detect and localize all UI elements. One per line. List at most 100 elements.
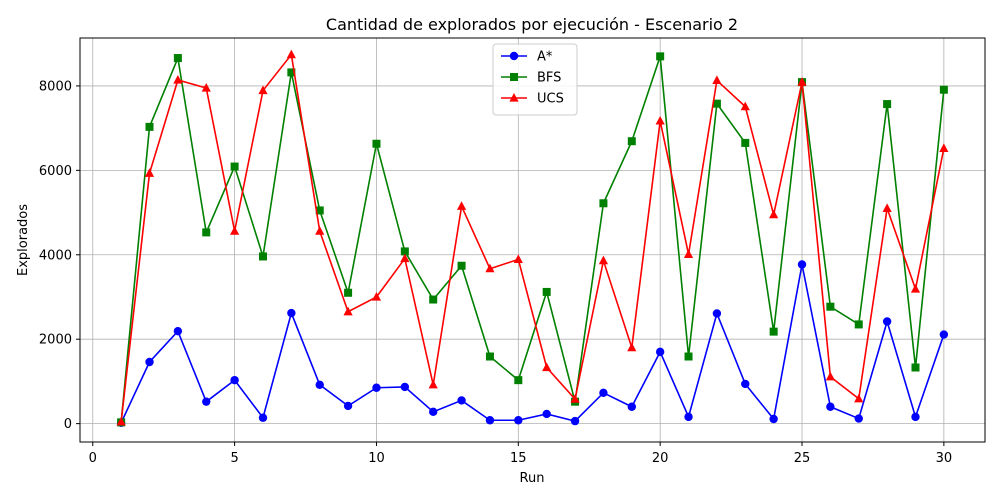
data-point-a [655,347,665,357]
legend-item-bfs: BFS [501,71,561,86]
data-point-bfs [202,228,211,237]
y-tick-label: 6000 [39,164,72,179]
data-point-bfs [741,138,750,147]
data-point-ucs [485,263,495,273]
data-point-a [769,414,778,424]
legend-box [492,43,578,116]
y-tick-label: 0 [64,417,72,432]
legend-item-ucs: UCS [501,92,564,107]
chart-title: Cantidad de explorados por ejecución - E… [326,15,738,34]
data-point-a [343,401,353,411]
series-line-ucs [120,52,945,423]
data-point-bfs [599,199,608,208]
data-point-a [826,402,835,411]
data-point-ucs [456,201,467,210]
data-point-bfs [826,302,835,311]
data-point-ucs [144,168,155,177]
data-point-ucs [598,255,609,265]
data-point-ucs [740,101,750,111]
data-point-a [202,397,211,406]
data-point-bfs [457,261,466,270]
data-point-ucs [173,75,183,84]
data-point-a [258,413,268,422]
x-tick-label: 15 [510,451,527,466]
data-point-ucs [371,291,382,301]
data-point-a [287,308,296,318]
data-point-a [145,357,154,367]
series-layer [116,49,949,427]
data-point-bfs [769,327,778,336]
data-point-ucs [825,371,835,381]
x-tick-label: 20 [652,451,669,466]
data-point-a [741,379,750,389]
y-tick-label: 4000 [39,248,72,263]
legend-label-ucs: UCS [537,92,564,107]
x-axis-label: Run [520,471,545,486]
data-point-a [429,407,438,417]
axis-ticks: 0 5 10 15 20 25 30 0 2000 4000 6000 8000 [39,79,952,466]
data-point-a [485,416,495,425]
data-point-ucs [201,83,211,92]
data-point-a [712,309,722,318]
data-point-a [939,330,949,339]
data-point-ucs [712,75,722,85]
data-point-ucs [627,342,637,352]
data-point-ucs [230,226,240,235]
data-point-bfs [514,376,523,385]
data-point-bfs [400,247,409,256]
data-point-ucs [315,226,325,235]
data-point-bfs [712,99,721,108]
data-point-bfs [854,320,863,329]
legend-label-a: A* [537,50,553,65]
x-tick-label: 0 [89,451,97,466]
legend-label-bfs: BFS [537,71,561,86]
data-point-a [173,326,183,336]
data-point-ucs [769,209,779,219]
data-point-ucs [570,394,580,403]
data-point-a [882,317,892,326]
legend-item-a: A* [501,50,553,65]
data-point-ucs [797,77,807,86]
data-point-bfs [542,287,551,296]
data-point-bfs [372,139,381,148]
series-line-a [120,264,945,424]
data-point-bfs [627,137,636,146]
data-point-ucs [258,85,268,95]
data-point-ucs [655,115,665,125]
data-point-ucs [513,254,523,264]
data-point-bfs [173,54,182,63]
data-point-bfs [258,252,267,261]
data-point-ucs [286,49,296,59]
data-point-a [911,412,920,422]
data-point-a [684,412,693,422]
data-point-bfs [911,363,920,372]
legend: A* BFS UCS [492,43,578,116]
legend-marker-a [509,51,519,61]
y-tick-label: 8000 [39,79,72,94]
data-point-a [315,380,324,389]
data-point-bfs [230,162,239,171]
data-point-ucs [854,393,864,403]
data-point-bfs [883,100,892,109]
data-point-a [599,388,608,398]
x-tick-label: 10 [368,451,385,466]
data-point-a [457,396,466,405]
data-point-ucs [542,362,552,372]
data-point-a [514,416,523,425]
data-point-a [854,414,863,423]
data-point-ucs [882,203,892,212]
series-line-bfs [120,55,945,423]
x-tick-label: 30 [936,451,953,466]
data-point-ucs [400,253,410,263]
data-point-ucs [343,306,353,316]
data-point-ucs [116,416,126,426]
data-point-bfs [939,85,948,94]
data-point-bfs [656,52,665,61]
data-point-bfs [145,122,154,131]
data-point-ucs [683,249,694,258]
data-point-a [372,383,381,392]
data-point-ucs [939,143,949,152]
data-point-ucs [910,283,921,293]
